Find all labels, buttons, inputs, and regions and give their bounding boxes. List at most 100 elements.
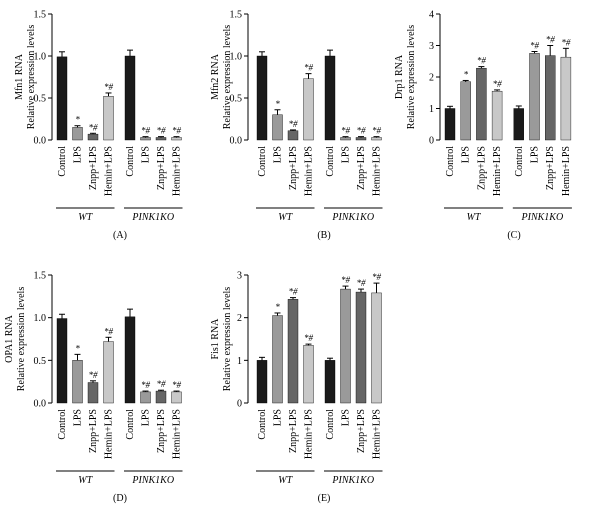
x-tick-label: Control — [325, 409, 336, 440]
data-label: *# — [357, 278, 367, 288]
x-tick-label: Znpp+LPS — [88, 409, 99, 453]
x-tick-label: Control — [257, 409, 268, 440]
bar — [256, 360, 268, 404]
bar — [324, 360, 336, 404]
bar — [545, 55, 556, 141]
group-label: WT — [78, 212, 93, 223]
bar — [324, 55, 336, 141]
y-axis-label: Relative expression levels — [222, 25, 233, 130]
panel-label: (A) — [113, 230, 127, 241]
data-label: *# — [372, 126, 382, 136]
bar — [155, 137, 167, 141]
y-tick-label: 4 — [429, 10, 434, 21]
data-label: *# — [304, 333, 314, 343]
y-tick-label: 1.0 — [230, 52, 243, 63]
x-tick-label: Znpp+LPS — [156, 146, 167, 190]
bar — [491, 90, 503, 141]
chart-panel-1: 0.0 0.5 1.0 1.5 Mfn1 RNA Relative expression … — [14, 10, 183, 241]
y-axis-label: Relative expression levels — [26, 25, 37, 130]
x-tick-label: LPS — [273, 409, 284, 426]
y-tick-label: 1 — [237, 356, 242, 367]
bar — [371, 137, 382, 141]
data-label: *# — [341, 126, 351, 136]
group-label: PINK1KO — [131, 212, 174, 223]
x-tick-label: Control — [325, 146, 336, 177]
bar — [56, 318, 68, 404]
x-tick-label: Hemin+LPS — [104, 409, 115, 459]
x-tick-label: Hemin+LPS — [304, 409, 315, 459]
bar — [513, 108, 524, 141]
bar — [272, 114, 283, 141]
bar — [140, 137, 151, 141]
bar — [124, 316, 136, 404]
y-tick-label: 1 — [429, 104, 434, 115]
x-tick-label: Hemin+LPS — [372, 146, 383, 196]
x-tick-label: Control — [125, 409, 136, 440]
chart-panel-2: 0.0 0.5 1.0 1.5 Mfn2 RNA Relative expression … — [210, 10, 383, 241]
x-tick-label: Control — [514, 146, 525, 177]
y-tick-label: 1.0 — [34, 52, 47, 63]
y-tick-label: 0.5 — [34, 94, 47, 105]
data-label: *# — [104, 326, 114, 336]
bar — [340, 137, 351, 141]
data-label: *# — [172, 126, 182, 136]
bar — [103, 96, 114, 141]
bar — [460, 81, 471, 141]
y-tick-label: 0.5 — [34, 356, 47, 367]
x-tick-label: Control — [57, 146, 68, 177]
bar — [355, 291, 367, 404]
y-tick-label: 1.5 — [34, 10, 47, 21]
bar — [171, 137, 182, 141]
x-tick-label: LPS — [530, 146, 541, 163]
bar — [171, 391, 182, 404]
x-tick-label: Znpp+LPS — [545, 146, 556, 190]
bar — [444, 108, 456, 141]
x-tick-label: Hemin+LPS — [304, 146, 315, 196]
y-axis-label: Fis1 RNA — [210, 318, 221, 360]
bar — [476, 67, 487, 141]
y-axis-label: Relative expression levels — [16, 287, 27, 392]
y-tick-label: 2 — [237, 313, 242, 324]
x-tick-label: LPS — [341, 409, 352, 426]
bar — [287, 299, 299, 404]
bar — [124, 55, 136, 141]
bar — [303, 78, 314, 141]
data-label: *# — [141, 126, 151, 136]
group-label: WT — [278, 475, 293, 486]
data-label: *# — [104, 82, 114, 92]
y-tick-label: 0.0 — [34, 136, 47, 147]
bar — [303, 345, 314, 404]
y-tick-label: 3 — [237, 271, 242, 282]
bar — [560, 56, 572, 141]
y-tick-label: 0.5 — [230, 94, 243, 105]
x-tick-label: Znpp+LPS — [288, 409, 299, 453]
x-tick-label: Znpp+LPS — [88, 146, 99, 190]
bar — [287, 130, 299, 141]
bar — [155, 390, 167, 404]
x-tick-label: Hemin+LPS — [104, 146, 115, 196]
data-label: *# — [561, 37, 571, 47]
group-label: PINK1KO — [331, 212, 374, 223]
data-label: *# — [493, 79, 503, 89]
y-tick-label: 3 — [429, 41, 434, 52]
data-label: *# — [304, 63, 314, 73]
x-tick-label: LPS — [141, 146, 152, 163]
data-label: *# — [89, 122, 99, 132]
bar — [371, 292, 382, 404]
bar — [272, 315, 283, 404]
x-tick-label: LPS — [73, 409, 84, 426]
x-tick-label: LPS — [461, 146, 472, 163]
x-tick-label: Control — [125, 146, 136, 177]
y-axis-label: Mfn2 RNA — [210, 53, 221, 100]
group-label: WT — [78, 475, 93, 486]
x-tick-label: Control — [445, 146, 456, 177]
x-tick-label: Znpp+LPS — [476, 146, 487, 190]
x-tick-label: LPS — [73, 146, 84, 163]
chart-panel-3: 0 1 2 3 4 Drp1 RNA Relative expression levels C… — [394, 10, 572, 241]
data-label: * — [463, 69, 468, 79]
x-tick-label: Znpp+LPS — [356, 146, 367, 190]
y-tick-label: 1.5 — [230, 10, 243, 21]
panel-label: (C) — [507, 230, 520, 241]
bar — [529, 53, 540, 141]
chart-panel-5: 0 1 2 3 Fis1 RNA Relative expression levels Co… — [210, 271, 383, 504]
